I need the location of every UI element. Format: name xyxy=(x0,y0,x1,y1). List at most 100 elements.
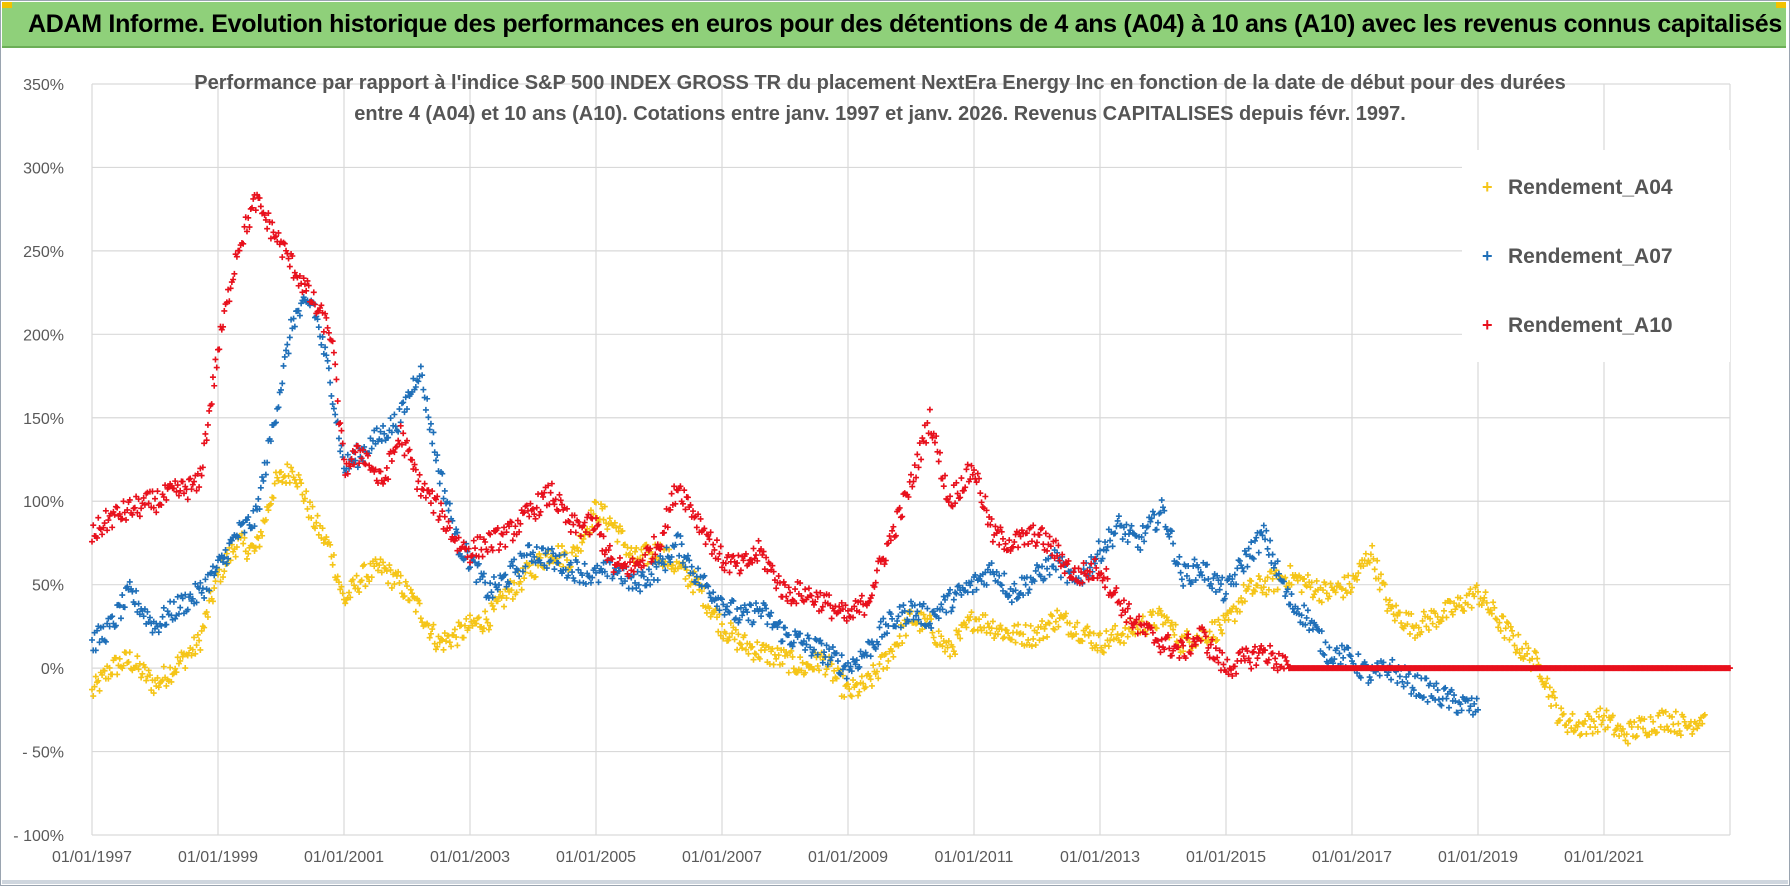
data-point xyxy=(988,560,995,567)
data-point xyxy=(726,569,733,576)
data-point xyxy=(628,545,635,552)
data-point xyxy=(1124,633,1131,640)
data-point xyxy=(873,668,880,675)
data-point xyxy=(241,534,248,541)
data-point xyxy=(134,653,141,660)
data-point xyxy=(1081,631,1088,638)
data-point xyxy=(1236,608,1243,615)
data-point xyxy=(958,475,965,482)
data-point xyxy=(822,654,829,661)
data-point xyxy=(1251,588,1258,595)
data-point xyxy=(1650,718,1657,725)
data-point xyxy=(296,312,303,319)
data-point xyxy=(1148,612,1155,619)
data-point xyxy=(1458,707,1465,714)
data-point xyxy=(217,555,224,562)
data-point xyxy=(928,624,935,631)
data-point xyxy=(1228,608,1235,615)
data-point xyxy=(687,502,694,509)
data-point xyxy=(827,602,834,609)
corner-accent-right xyxy=(1776,2,1786,8)
data-point xyxy=(1597,705,1604,712)
legend-marker-a07: + xyxy=(1482,246,1493,266)
data-point xyxy=(601,568,608,575)
data-point xyxy=(1093,642,1100,649)
data-point xyxy=(1458,603,1465,610)
data-point xyxy=(425,622,432,629)
data-point xyxy=(987,521,994,528)
data-point xyxy=(784,597,791,604)
data-point xyxy=(1113,585,1120,592)
data-point xyxy=(189,595,196,602)
data-point xyxy=(470,537,477,544)
data-point xyxy=(1454,709,1461,716)
data-point xyxy=(671,568,678,575)
data-point xyxy=(109,613,116,620)
data-point xyxy=(633,544,640,551)
data-point xyxy=(206,587,213,594)
data-point xyxy=(1619,725,1626,732)
data-point xyxy=(1147,518,1154,525)
data-point xyxy=(1102,539,1109,546)
data-point xyxy=(734,606,741,613)
data-point xyxy=(737,567,744,574)
data-point xyxy=(1340,594,1347,601)
data-point xyxy=(241,223,248,230)
data-point xyxy=(1187,650,1194,657)
data-point xyxy=(246,224,253,231)
data-point xyxy=(116,511,123,518)
data-point xyxy=(401,409,408,416)
data-point xyxy=(284,461,291,468)
data-point xyxy=(209,598,216,605)
data-point xyxy=(314,316,321,323)
data-point xyxy=(1172,621,1179,628)
data-point xyxy=(99,671,106,678)
data-point xyxy=(1483,599,1490,606)
data-point xyxy=(584,525,591,532)
data-point xyxy=(552,553,559,560)
data-point xyxy=(1332,589,1339,596)
data-point xyxy=(1321,651,1328,658)
data-point xyxy=(785,669,792,676)
data-point xyxy=(1105,643,1112,650)
data-point xyxy=(1041,625,1048,632)
data-point xyxy=(1044,565,1051,572)
data-point xyxy=(896,633,903,640)
data-point xyxy=(388,429,395,436)
data-point xyxy=(193,642,200,649)
data-point xyxy=(701,525,708,532)
data-point xyxy=(902,632,909,639)
data-point xyxy=(1233,581,1240,588)
data-point xyxy=(1001,634,1008,641)
data-point xyxy=(741,632,748,639)
data-point xyxy=(256,543,263,550)
data-point xyxy=(897,624,904,631)
data-point xyxy=(1623,731,1630,738)
data-point xyxy=(1375,575,1382,582)
data-point xyxy=(1500,613,1507,620)
data-point xyxy=(1563,722,1570,729)
data-point xyxy=(509,562,516,569)
data-point xyxy=(1274,667,1281,674)
data-point xyxy=(429,626,436,633)
legend-label-a04: Rendement_A04 xyxy=(1508,176,1673,199)
data-point xyxy=(1144,523,1151,530)
data-point xyxy=(221,568,228,575)
data-point xyxy=(191,634,198,641)
data-point xyxy=(1012,639,1019,646)
data-point xyxy=(211,585,218,592)
data-point xyxy=(1284,586,1291,593)
data-point xyxy=(168,612,175,619)
data-point xyxy=(489,594,496,601)
data-point xyxy=(1178,576,1185,583)
data-point xyxy=(1207,641,1214,648)
data-point xyxy=(1210,655,1217,662)
data-point xyxy=(853,657,860,664)
data-point xyxy=(1229,575,1236,582)
data-point xyxy=(721,611,728,618)
data-point xyxy=(269,219,276,226)
data-point xyxy=(741,602,748,609)
data-point xyxy=(422,406,429,413)
data-point xyxy=(530,505,536,512)
data-point xyxy=(845,607,851,614)
